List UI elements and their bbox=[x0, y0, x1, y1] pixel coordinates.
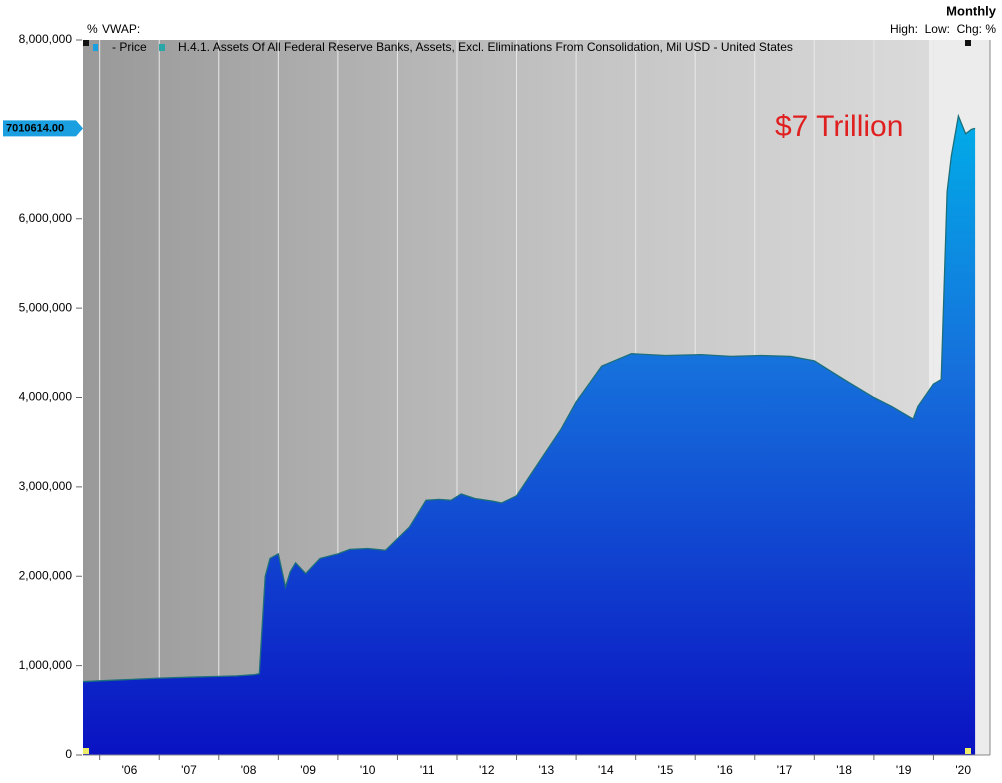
corner bbox=[965, 748, 971, 754]
legend-icon bbox=[93, 44, 98, 51]
header-left: % bbox=[87, 22, 98, 36]
y-tick-label: 8,000,000 bbox=[19, 32, 73, 46]
annotation: $7 Trillion bbox=[775, 110, 903, 143]
value-tag bbox=[3, 120, 83, 137]
x-tick-label: '07 bbox=[181, 763, 197, 777]
y-tick-label: 6,000,000 bbox=[19, 211, 73, 225]
x-tick-label: '18 bbox=[836, 763, 852, 777]
x-tick-label: '09 bbox=[300, 763, 316, 777]
y-tick-label: 2,000,000 bbox=[19, 568, 73, 582]
area bbox=[83, 116, 976, 755]
y-tick-label: 1,000,000 bbox=[19, 658, 73, 672]
x-tick-label: '17 bbox=[777, 763, 793, 777]
x-tick-label: '19 bbox=[896, 763, 912, 777]
x-tick-label: '11 bbox=[420, 763, 435, 777]
x-tick-label: '16 bbox=[717, 763, 733, 777]
header-vwap: VWAP: bbox=[102, 22, 140, 36]
period-title: Monthly bbox=[946, 3, 997, 18]
header-right: High: Low: Chg: % bbox=[890, 22, 996, 36]
x-tick-label: '06 bbox=[122, 763, 138, 777]
price-legend: - Price bbox=[112, 40, 147, 54]
corner bbox=[83, 40, 89, 46]
value-tag-label: 7010614.00 bbox=[6, 122, 64, 134]
x-tick-label: '14 bbox=[598, 763, 614, 777]
x-tick-label: '20 bbox=[955, 763, 971, 777]
legend-icon bbox=[159, 44, 165, 51]
corner bbox=[83, 748, 89, 754]
y-tick-label: 4,000,000 bbox=[19, 390, 73, 404]
x-tick-label: '15 bbox=[658, 763, 674, 777]
y-tick-label: 5,000,000 bbox=[19, 300, 73, 314]
x-tick-label: '10 bbox=[360, 763, 376, 777]
y-tick-label: 3,000,000 bbox=[19, 479, 73, 493]
corner bbox=[965, 40, 971, 46]
legend-entry: H.4.1. Assets Of All Federal Reserve Ban… bbox=[178, 40, 793, 54]
area-line bbox=[82, 113, 976, 683]
x-tick-label: '08 bbox=[241, 763, 257, 777]
y-tick-label: 0 bbox=[65, 747, 72, 761]
x-tick-label: '13 bbox=[539, 763, 555, 777]
x-tick-label: '12 bbox=[479, 763, 495, 777]
